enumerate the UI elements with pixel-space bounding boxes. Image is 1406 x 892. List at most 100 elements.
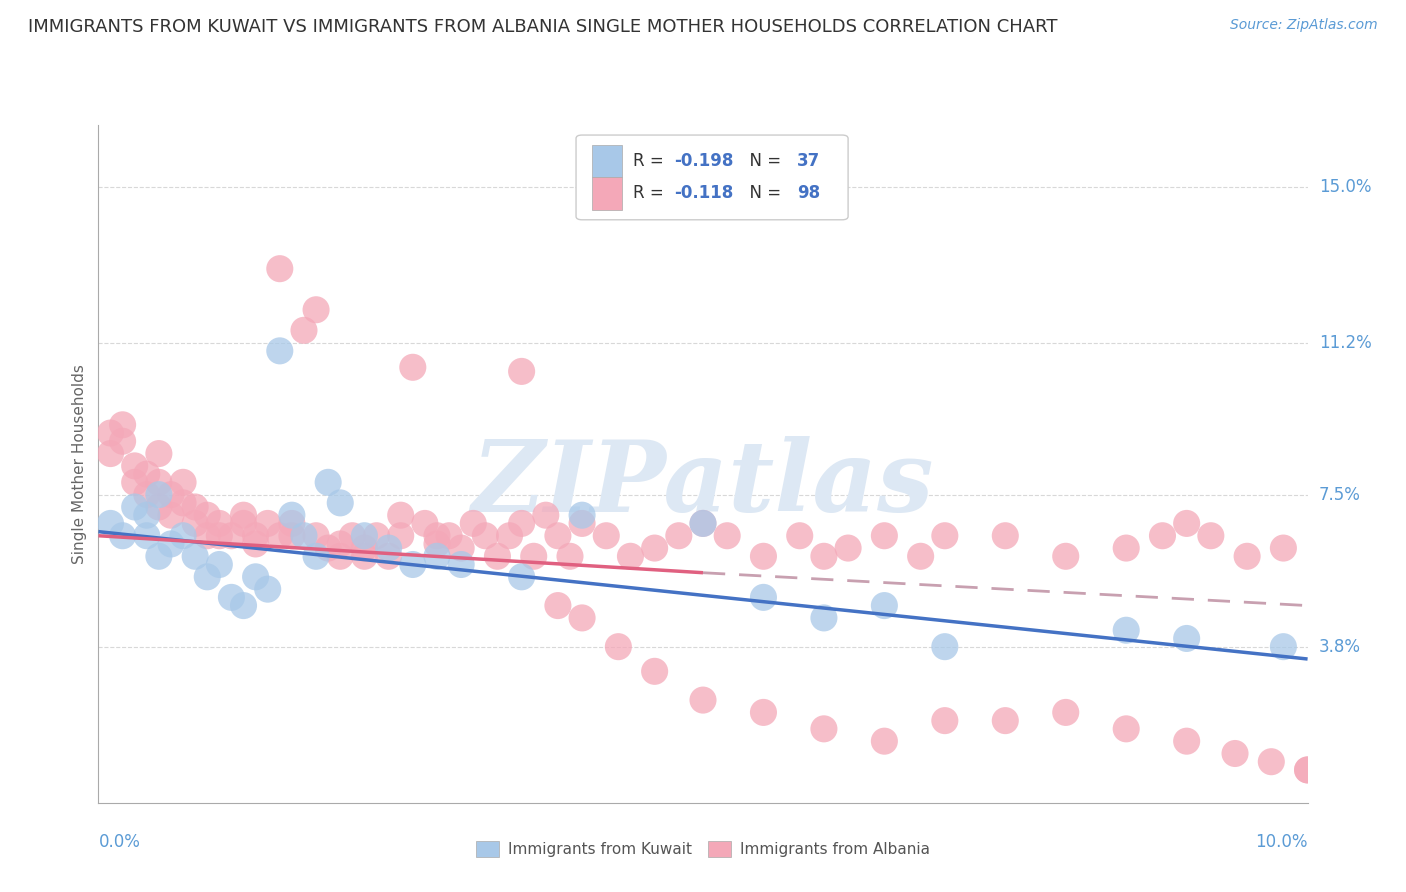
Point	[208, 516, 231, 531]
Bar	[592, 145, 621, 178]
Point	[232, 599, 254, 613]
Point	[316, 541, 339, 555]
Point	[752, 706, 775, 720]
Point	[160, 537, 183, 551]
Point	[245, 537, 267, 551]
Point	[644, 541, 666, 555]
Point	[607, 640, 630, 654]
Point	[692, 693, 714, 707]
Point	[813, 722, 835, 736]
Point	[172, 529, 194, 543]
Text: 98: 98	[797, 185, 821, 202]
Text: N =: N =	[740, 152, 786, 169]
Point	[1175, 734, 1198, 748]
Y-axis label: Single Mother Households: Single Mother Households	[72, 364, 87, 564]
Point	[571, 611, 593, 625]
Point	[148, 549, 170, 564]
Point	[195, 529, 218, 543]
Point	[510, 516, 533, 531]
Point	[789, 529, 811, 543]
Point	[342, 529, 364, 543]
Point	[208, 558, 231, 572]
Point	[111, 417, 134, 432]
Text: 15.0%: 15.0%	[1319, 178, 1371, 195]
Point	[934, 714, 956, 728]
Point	[994, 529, 1017, 543]
Point	[124, 458, 146, 473]
Point	[160, 508, 183, 523]
Point	[232, 508, 254, 523]
Point	[221, 591, 243, 605]
Point	[486, 549, 509, 564]
Point	[402, 360, 425, 375]
Point	[329, 537, 352, 551]
Text: 10.0%: 10.0%	[1256, 833, 1308, 851]
Text: -0.198: -0.198	[673, 152, 734, 169]
Point	[873, 734, 896, 748]
Point	[135, 488, 157, 502]
Point	[148, 475, 170, 490]
Point	[148, 500, 170, 514]
Point	[292, 323, 315, 337]
Point	[813, 549, 835, 564]
Point	[498, 529, 520, 543]
Point	[377, 549, 399, 564]
Point	[148, 488, 170, 502]
Point	[377, 541, 399, 555]
Point	[1260, 755, 1282, 769]
Point	[426, 549, 449, 564]
Point	[668, 529, 690, 543]
Point	[353, 541, 375, 555]
Point	[571, 516, 593, 531]
Legend: Immigrants from Kuwait, Immigrants from Albania: Immigrants from Kuwait, Immigrants from …	[470, 835, 936, 863]
Point	[195, 508, 218, 523]
Point	[692, 516, 714, 531]
Point	[437, 529, 460, 543]
Point	[752, 591, 775, 605]
Point	[389, 529, 412, 543]
Point	[269, 261, 291, 276]
Point	[1223, 747, 1246, 761]
Point	[305, 529, 328, 543]
Point	[716, 529, 738, 543]
Point	[208, 529, 231, 543]
Point	[463, 516, 485, 531]
Point	[510, 570, 533, 584]
Point	[1296, 763, 1319, 777]
Point	[413, 516, 436, 531]
Point	[813, 611, 835, 625]
Point	[353, 549, 375, 564]
Point	[221, 529, 243, 543]
Point	[595, 529, 617, 543]
Point	[281, 529, 304, 543]
Point	[135, 508, 157, 523]
Point	[402, 558, 425, 572]
Text: ZIPatlas: ZIPatlas	[472, 436, 934, 533]
Point	[644, 665, 666, 679]
Point	[1199, 529, 1222, 543]
Point	[316, 475, 339, 490]
Point	[124, 475, 146, 490]
Point	[1175, 516, 1198, 531]
Point	[269, 529, 291, 543]
Point	[148, 446, 170, 460]
Point	[245, 570, 267, 584]
Point	[100, 446, 122, 460]
Point	[195, 570, 218, 584]
Point	[571, 508, 593, 523]
Point	[752, 549, 775, 564]
Point	[619, 549, 641, 564]
Point	[135, 467, 157, 482]
Point	[1115, 624, 1137, 638]
Point	[160, 488, 183, 502]
Point	[934, 640, 956, 654]
Point	[426, 537, 449, 551]
Point	[994, 714, 1017, 728]
Point	[1115, 722, 1137, 736]
Point	[389, 508, 412, 523]
Point	[111, 434, 134, 449]
Point	[305, 302, 328, 317]
Text: -0.118: -0.118	[673, 185, 734, 202]
Point	[1272, 541, 1295, 555]
Text: Source: ZipAtlas.com: Source: ZipAtlas.com	[1230, 18, 1378, 32]
